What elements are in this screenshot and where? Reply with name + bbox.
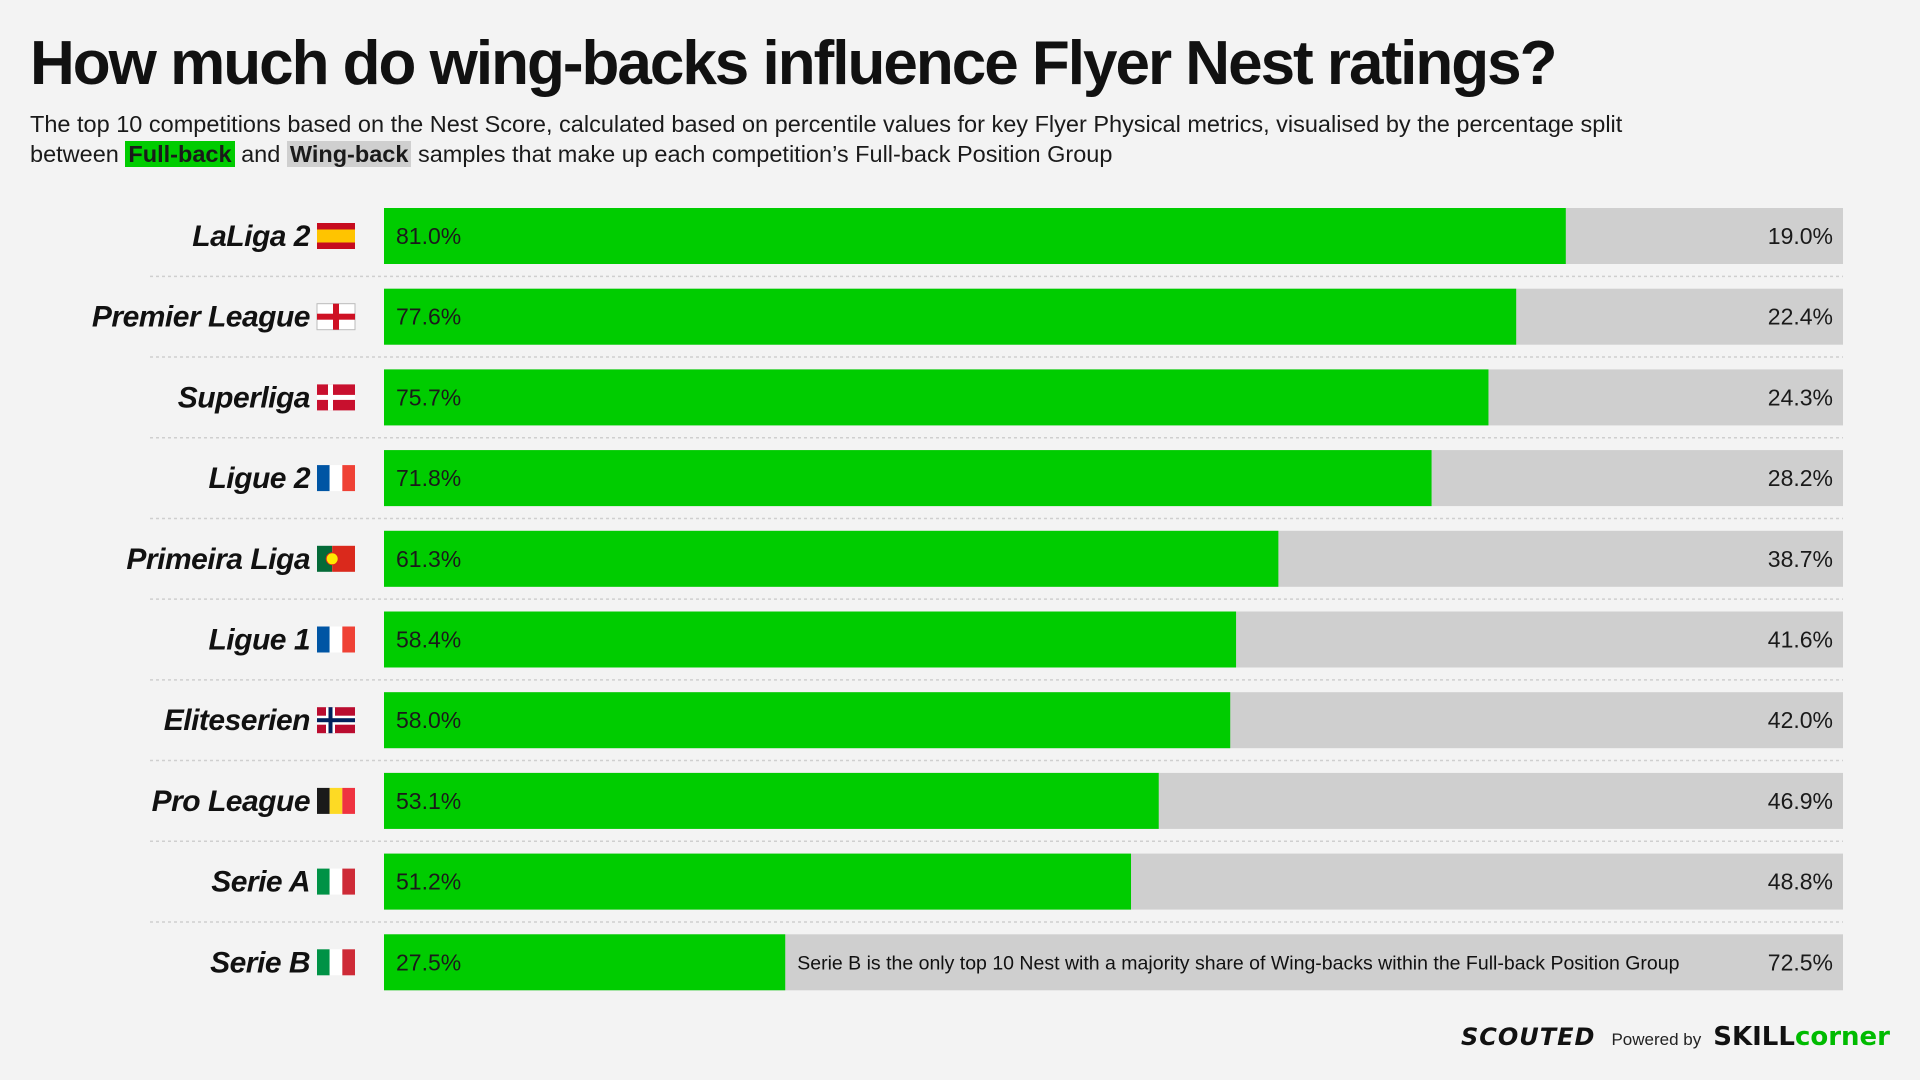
bar-row: 75.7% 24.3% Superliga: [150, 356, 1843, 426]
norway-flag-icon: [317, 707, 355, 734]
bar-fullback: [384, 208, 1566, 264]
bar-fullback: [384, 611, 1237, 668]
annotation-text: Serie B is the only top 10 Nest with a m…: [797, 952, 1679, 974]
france-flag-icon: [317, 465, 355, 492]
subtitle-and: and: [241, 141, 281, 167]
bar-fullback: [384, 934, 786, 991]
label-fullback: 71.8%: [396, 465, 461, 491]
label-wingback: 48.8%: [1768, 869, 1833, 895]
label-wingback: 42.0%: [1768, 707, 1833, 733]
label-fullback: 27.5%: [396, 949, 461, 975]
skillcorner-logo-corner: corner: [1794, 1022, 1890, 1052]
bar-row: 53.1% 46.9% Pro League: [150, 759, 1843, 829]
england-flag-icon: [316, 303, 356, 331]
bar-fullback: [384, 853, 1132, 910]
label-fullback: 51.2%: [396, 869, 461, 895]
bar-row: 58.0% 42.0% Eliteserien: [150, 679, 1843, 749]
page-title: How much do wing-backs influence Flyer N…: [30, 29, 1557, 98]
legend-wingback-chip: Wing-back: [286, 141, 412, 167]
label-wingback: 72.5%: [1768, 949, 1833, 975]
category-label: Pro League: [152, 785, 310, 818]
bar-fullback: [384, 450, 1432, 507]
italy-flag-icon: [317, 868, 355, 895]
bar-row: 61.3% 38.7% Primeira Liga: [126, 517, 1843, 587]
subtitle-between: between: [30, 141, 119, 167]
subtitle-rest: samples that make up each competition’s …: [417, 141, 1113, 167]
label-fullback: 61.3%: [396, 546, 461, 572]
category-label: Premier League: [92, 301, 310, 334]
label-fullback: 58.4%: [396, 627, 461, 653]
chart-subtitle: The top 10 competitions based on the Nes…: [30, 109, 1890, 169]
denmark-flag-icon: [317, 384, 355, 411]
bar-fullback: [384, 772, 1159, 829]
label-fullback: 58.0%: [396, 707, 461, 733]
category-label: Serie B: [210, 946, 310, 979]
italy-flag-icon: [317, 949, 355, 976]
label-wingback: 28.2%: [1768, 465, 1833, 491]
category-label: Ligue 1: [208, 624, 310, 657]
category-label: Primeira Liga: [126, 543, 310, 576]
label-wingback: 46.9%: [1768, 788, 1833, 814]
bar-row: 81.0% 19.0% LaLiga 2: [192, 208, 1843, 264]
label-wingback: 22.4%: [1768, 304, 1833, 330]
skillcorner-logo-skill: SKILL: [1713, 1022, 1795, 1052]
spain-flag-icon: [317, 223, 355, 249]
bar-fullback: [384, 530, 1279, 587]
label-wingback: 41.6%: [1768, 627, 1833, 653]
footer-branding: SCOUTED Powered by SKILL corner: [1461, 1022, 1890, 1052]
bar-fullback: [384, 369, 1489, 426]
bar-row: 77.6% 22.4% Premier League: [92, 275, 1843, 345]
category-label: LaLiga 2: [192, 220, 311, 253]
bar-row: 27.5% 72.5% Serie B Serie B is the only top…: [150, 921, 1843, 991]
label-wingback: 24.3%: [1768, 384, 1833, 410]
label-fullback: 53.1%: [396, 788, 461, 814]
portugal-flag-icon: [317, 545, 355, 572]
belgium-flag-icon: [317, 787, 355, 814]
legend-fullback-chip: Full-back: [125, 141, 235, 167]
category-label: Superliga: [178, 381, 310, 414]
category-label: Serie A: [211, 866, 310, 899]
france-flag-icon: [317, 626, 355, 653]
powered-by-text: Powered by: [1611, 1030, 1702, 1049]
label-wingback: 38.7%: [1768, 546, 1833, 572]
bar-row: 58.4% 41.6% Ligue 1: [150, 598, 1843, 668]
label-fullback: 77.6%: [396, 304, 461, 330]
scouted-logo: SCOUTED: [1460, 1023, 1596, 1051]
bar-row: 71.8% 28.2% Ligue 2: [150, 437, 1843, 507]
label-fullback: 81.0%: [396, 223, 461, 249]
bar-fullback: [384, 288, 1517, 345]
bar-fullback: [384, 692, 1231, 749]
subtitle-line1: The top 10 competitions based on the Nes…: [30, 111, 1623, 137]
label-wingback: 19.0%: [1768, 223, 1833, 249]
bar-row: 51.2% 48.8% Serie A: [150, 840, 1843, 910]
category-label: Ligue 2: [208, 462, 310, 495]
category-label: Eliteserien: [164, 704, 310, 737]
label-fullback: 75.7%: [396, 384, 461, 410]
